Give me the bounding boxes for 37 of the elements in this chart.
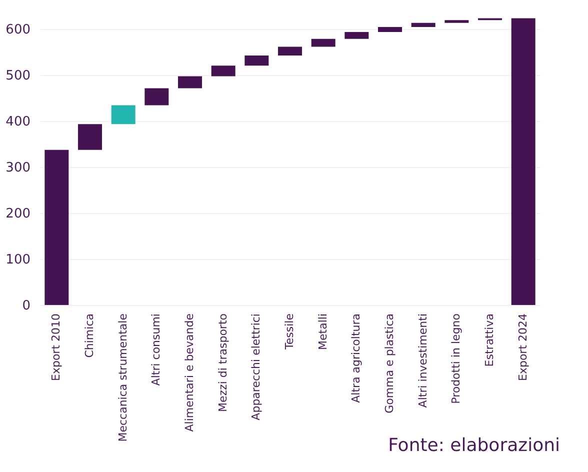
bar xyxy=(444,20,469,23)
x-tick-label: Export 2010 xyxy=(50,314,63,381)
bar xyxy=(278,46,302,56)
bar xyxy=(411,22,436,27)
x-tick-label: Altra agricoltura xyxy=(350,314,363,403)
bar xyxy=(78,124,102,150)
x-tick-label: Estrattiva xyxy=(483,314,496,367)
x-tick-label: Chimica xyxy=(83,314,96,358)
x-tick-label: Export 2024 xyxy=(516,314,530,381)
source-note: Fonte: elaborazioni xyxy=(388,435,560,456)
bar xyxy=(211,66,236,76)
x-tick-label: Altri consumi xyxy=(150,314,163,386)
bar xyxy=(111,105,136,124)
y-tick-label: 600 xyxy=(6,22,30,38)
y-tick-label: 500 xyxy=(6,68,30,84)
y-tick-label: 300 xyxy=(6,160,30,176)
bar xyxy=(244,56,269,66)
x-tick-label: Apparecchi elettrici xyxy=(250,314,263,420)
y-tick-label: 200 xyxy=(6,206,30,222)
y-tick-label: 0 xyxy=(22,298,30,314)
x-tick-label: Prodotti in legno xyxy=(450,313,463,404)
bar xyxy=(378,26,402,32)
x-tick-label: Gomma e plastica xyxy=(383,314,396,414)
x-tick-label: Altri investimenti xyxy=(416,314,430,408)
x-tick-label: Tessile xyxy=(283,313,296,350)
bar xyxy=(178,76,202,88)
y-tick-label: 400 xyxy=(6,114,30,130)
x-tick-label: Alimentari e bevande xyxy=(183,313,196,432)
bar xyxy=(144,88,169,106)
x-tick-label: Mezzi di trasporto xyxy=(216,313,230,412)
x-tick-label: Meccanica strumentale xyxy=(116,313,130,442)
x-tick-label: Metalli xyxy=(316,314,330,350)
bar xyxy=(344,32,369,39)
y-tick-label: 100 xyxy=(6,252,30,268)
bar xyxy=(511,18,536,305)
bar xyxy=(44,150,69,305)
bar xyxy=(311,38,336,47)
